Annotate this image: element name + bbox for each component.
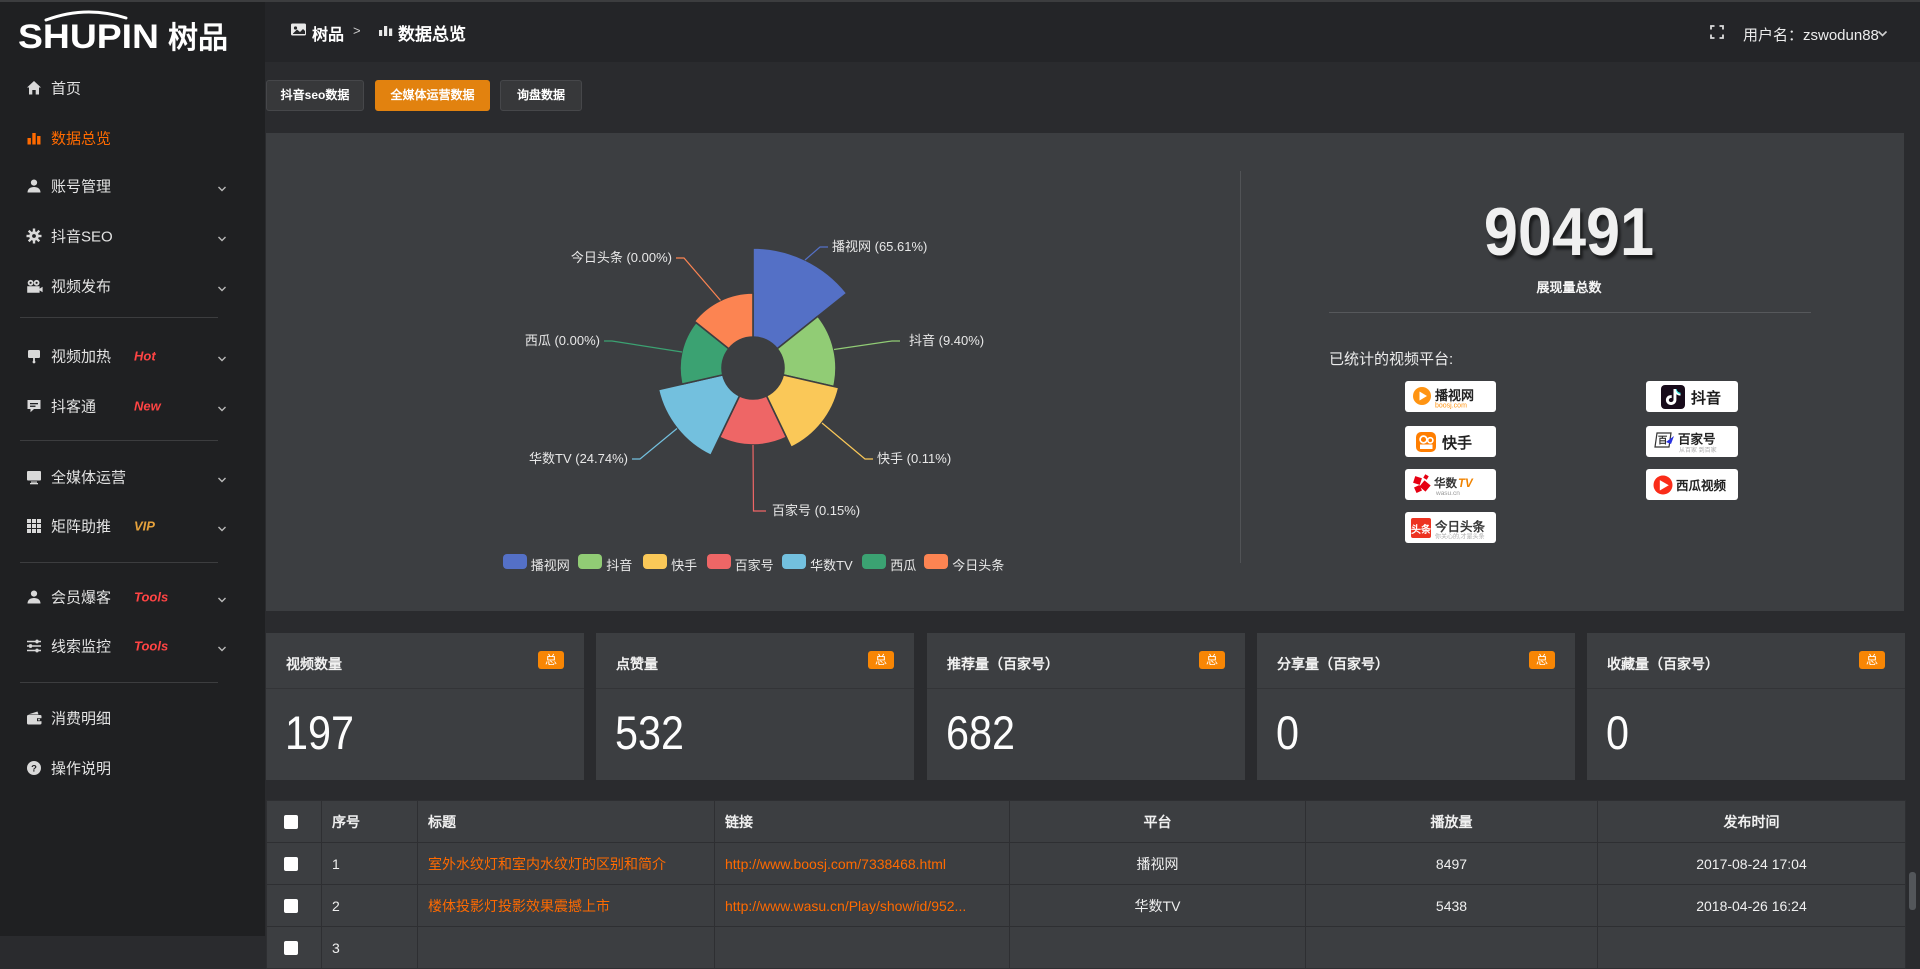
- svg-text:华数TV (24.74%): 华数TV (24.74%): [529, 451, 628, 466]
- svg-text:西瓜视频: 西瓜视频: [1676, 478, 1727, 493]
- svg-text:头条: 头条: [1411, 523, 1432, 536]
- svg-text:boosj.com: boosj.com: [1435, 402, 1467, 409]
- svg-text:百家号 (0.15%): 百家号 (0.15%): [772, 503, 860, 518]
- svg-text:百家号: 百家号: [1678, 431, 1716, 446]
- svg-text:你关心的,才是头条: 你关心的,才是头条: [1435, 532, 1485, 540]
- svg-text:百: 百: [1658, 435, 1668, 446]
- svg-text:快手 (0.11%): 快手 (0.11%): [877, 451, 951, 466]
- svg-text:播视网: 播视网: [1435, 388, 1474, 403]
- svg-text:从百家 到百家: 从百家 到百家: [1679, 446, 1717, 454]
- svg-text:播视网 (65.61%): 播视网 (65.61%): [832, 239, 927, 254]
- svg-text:快手: 快手: [1442, 434, 1472, 452]
- svg-text:抖音: 抖音: [1691, 389, 1721, 407]
- svg-text:今日头条: 今日头条: [1434, 519, 1486, 534]
- svg-text:wasu.cn: wasu.cn: [1435, 490, 1460, 497]
- svg-text:SHUPIN: SHUPIN: [18, 18, 159, 52]
- svg-text:今日头条 (0.00%): 今日头条 (0.00%): [571, 250, 672, 265]
- svg-text:TV: TV: [1458, 478, 1474, 490]
- svg-text:?: ?: [31, 763, 37, 774]
- svg-text:华数: 华数: [1434, 476, 1457, 490]
- svg-text:西瓜 (0.00%): 西瓜 (0.00%): [525, 333, 600, 348]
- svg-text:树品: 树品: [168, 22, 228, 52]
- svg-text:抖音 (9.40%): 抖音 (9.40%): [909, 333, 984, 348]
